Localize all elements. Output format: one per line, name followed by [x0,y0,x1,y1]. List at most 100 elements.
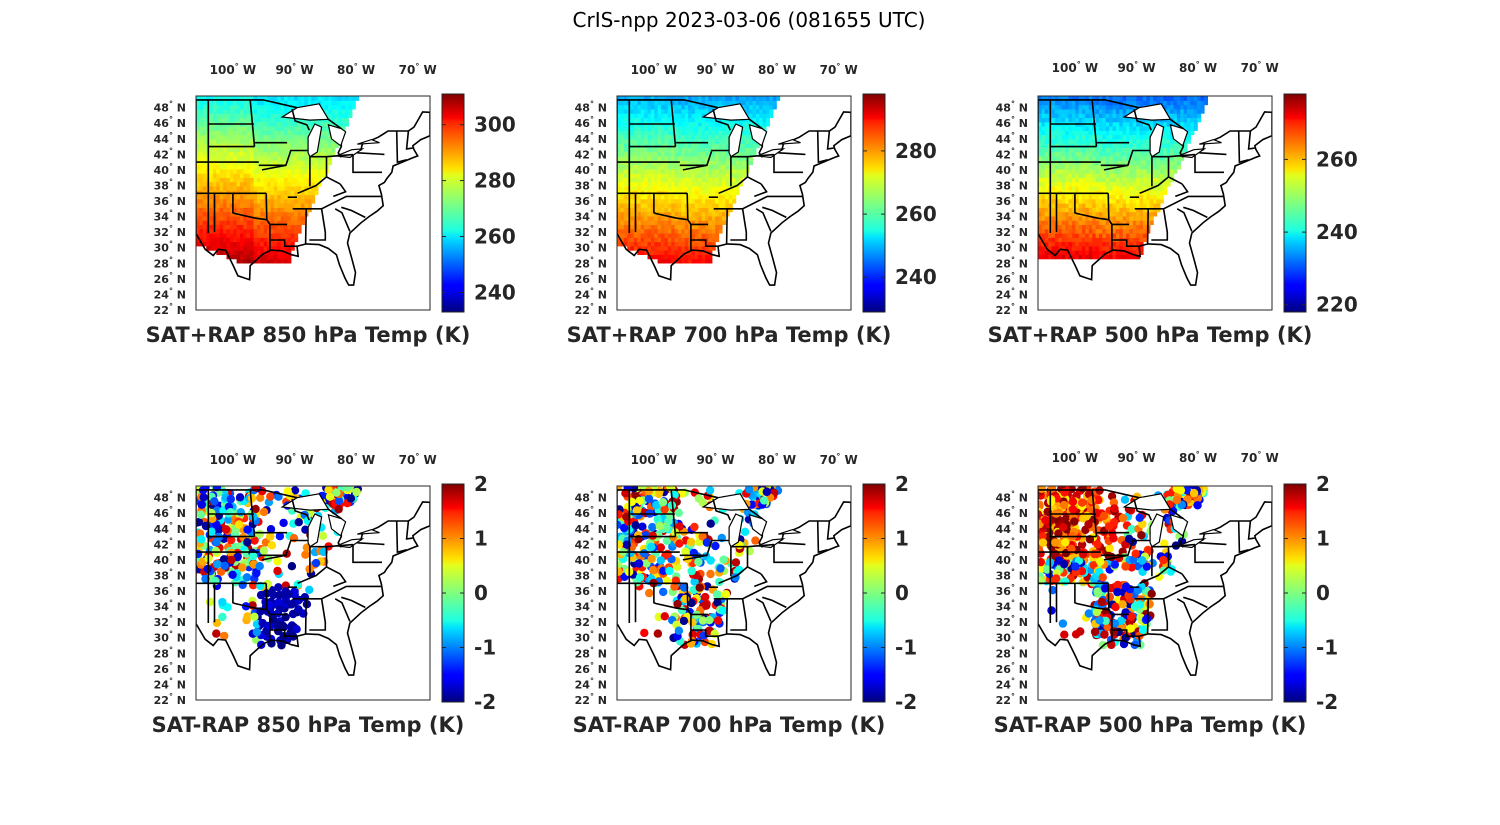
temperature-cell [630,228,635,234]
temperature-cell [667,151,672,157]
temperature-cell [1082,100,1086,106]
temperature-cell [664,134,669,140]
temperature-cell [1068,164,1073,170]
temperature-cell [263,224,268,230]
temperature-cell [1048,254,1053,260]
temperature-cell [752,108,757,114]
temperature-cell [684,220,689,225]
temperature-cell [1044,185,1049,191]
temperature-cell [1143,168,1147,174]
temperature-cell [1115,220,1120,225]
temperature-cell [650,113,655,118]
temperature-cell [1038,96,1042,101]
temperature-cell [233,220,238,225]
temperature-cell [223,108,228,114]
temperature-cell [1109,104,1114,110]
temperature-cell [1115,194,1120,200]
temperature-cell [1122,96,1127,101]
difference-point [226,535,236,545]
temperature-cell [257,168,261,174]
temperature-cell [1061,237,1066,243]
temperature-cell [1078,233,1083,238]
temperature-cell [270,96,275,101]
temperature-cell [1156,164,1161,170]
temperature-cell [202,177,207,183]
temperature-cell [1044,237,1049,243]
temperature-cell [647,130,652,136]
temperature-cell [280,108,285,114]
temperature-cell [640,108,645,114]
temperature-cell [1075,224,1080,230]
temperature-cell [681,224,686,230]
temperature-cell [223,215,228,221]
temperature-cell [1109,168,1114,174]
temperature-cell [1099,147,1103,153]
temperature-cell [647,181,652,187]
state-border [1107,193,1113,251]
state-border [762,206,787,219]
temperature-cell [236,250,241,255]
temperature-cell [718,173,723,178]
temperature-cell [766,117,770,123]
temperature-cell [233,151,238,157]
temperature-cell [671,228,676,234]
temperature-cell [650,211,655,217]
temperature-cell [257,185,261,191]
temperature-cell [701,100,706,106]
temperature-cell [1071,224,1076,230]
temperature-cell [1054,185,1059,191]
temperature-cell [321,104,326,110]
temperature-cell [260,237,265,243]
temperature-cell [243,108,248,114]
temperature-cell [1044,164,1049,170]
temperature-cell [1065,147,1070,153]
temperature-cell [1048,241,1053,247]
temperature-cell [1122,113,1127,118]
temperature-cell [620,126,625,131]
panel-title: SAT+RAP 500 hPa Temp (K) [988,323,1313,347]
temperature-cell [1109,173,1114,178]
temperature-cell [1119,241,1124,247]
temperature-cell [223,130,228,136]
temperature-cell [280,228,285,234]
temperature-cell [1119,113,1124,118]
temperature-cell [1058,147,1063,153]
temperature-cell [1071,104,1076,110]
temperature-cell [623,155,628,161]
temperature-cell [287,173,292,178]
temperature-cell [671,245,676,251]
temperature-cell [216,194,221,200]
temperature-cell [688,96,693,101]
temperature-cell [1105,113,1110,118]
temperature-cell [267,155,272,161]
temperature-cell [1071,151,1076,157]
lat-tick-label: 36° N [996,193,1028,208]
temperature-cell [1109,147,1114,153]
temperature-cell [1136,96,1141,101]
temperature-cell [617,224,621,230]
temperature-cell [1068,173,1073,178]
temperature-cell [694,151,699,157]
temperature-cell [1088,100,1093,106]
temperature-cell [701,245,706,251]
temperature-cell [722,194,726,200]
temperature-cell [253,155,258,161]
temperature-cell [715,203,720,208]
temperature-cell [1119,168,1124,174]
temperature-cell [253,164,258,170]
temperature-cell [1126,168,1131,174]
lat-tick-label: 40° N [575,162,607,177]
temperature-cell [243,177,248,183]
temperature-cell [202,215,207,221]
temperature-cell [671,181,676,187]
temperature-cell [678,160,682,166]
temperature-cell [219,207,224,213]
temperature-cell [1102,143,1107,148]
temperature-cell [667,100,672,106]
temperature-cell [1139,241,1144,247]
temperature-cell [698,245,703,251]
temperature-cell [627,237,632,243]
temperature-cell [196,207,200,213]
temperature-cell [331,138,336,144]
temperature-cell [1065,245,1070,251]
